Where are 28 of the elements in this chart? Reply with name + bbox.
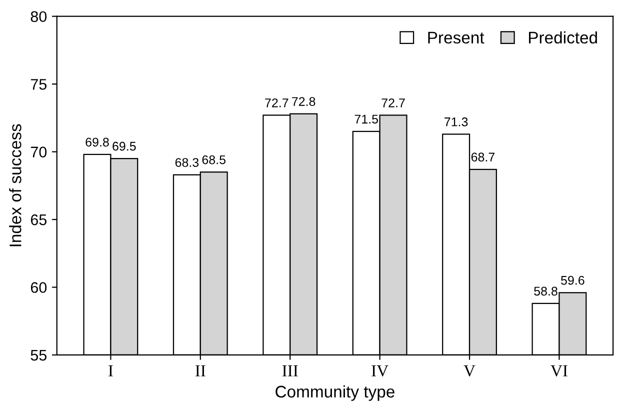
x-tick-label: VI	[550, 365, 568, 376]
data-label: 72.7	[265, 98, 288, 108]
x-tick-label: V	[464, 365, 476, 376]
data-label: 72.8	[292, 97, 316, 106]
data-label: 69.5	[112, 142, 136, 151]
y-tick-label: 70	[30, 146, 47, 158]
legend-label: Predicted	[529, 31, 597, 44]
y-tick-label: 80	[30, 11, 47, 22]
y-tick-label: 60	[30, 282, 47, 293]
legend-label: Present	[428, 32, 484, 44]
y-tick-label: 75	[30, 79, 47, 90]
data-label: 69.8	[86, 138, 109, 147]
x-tick-label: I	[108, 365, 113, 376]
x-tick-label: III	[282, 365, 298, 376]
data-label: 59.6	[561, 276, 584, 285]
x-tick-label: IV	[372, 365, 388, 376]
data-label: 72.7	[382, 98, 405, 108]
y-axis-title: Index of success	[9, 124, 22, 246]
data-label: 68.7	[471, 152, 495, 162]
x-axis-title: Community type	[276, 385, 394, 401]
data-label: 71.5	[354, 114, 378, 124]
y-tick-label: 65	[30, 214, 47, 226]
x-tick-label: II	[195, 365, 206, 376]
data-label: 68.3	[175, 158, 199, 167]
data-label: 58.8	[534, 286, 558, 296]
y-tick-label: 55	[30, 350, 47, 361]
data-label: 68.5	[202, 155, 226, 164]
data-label: 71.3	[444, 117, 468, 126]
